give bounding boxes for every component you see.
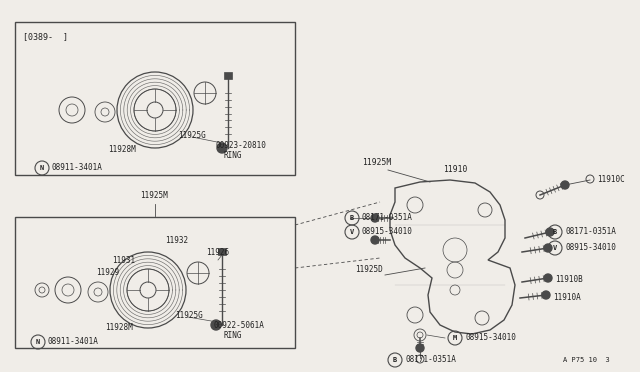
Polygon shape: [218, 248, 226, 255]
Circle shape: [211, 320, 221, 330]
Text: 11910C: 11910C: [597, 174, 625, 183]
Text: 11925G: 11925G: [175, 311, 203, 320]
Text: 11932: 11932: [165, 236, 188, 245]
Text: 00922-5061A: 00922-5061A: [213, 321, 264, 330]
Circle shape: [416, 344, 424, 352]
Text: A P75 10  3: A P75 10 3: [563, 357, 610, 363]
Text: 08171-0351A: 08171-0351A: [565, 228, 616, 237]
Text: 11928M: 11928M: [108, 145, 136, 154]
Text: 11925D: 11925D: [355, 265, 383, 274]
Bar: [15, 22, 295, 175]
Text: 11928M: 11928M: [105, 323, 132, 332]
Text: 11910B: 11910B: [555, 276, 583, 285]
Circle shape: [542, 291, 550, 299]
Text: 11910: 11910: [443, 165, 467, 174]
Text: V: V: [553, 245, 557, 251]
Text: 11925G: 11925G: [178, 131, 205, 140]
Text: B: B: [350, 215, 354, 221]
Text: 00923-20810: 00923-20810: [215, 141, 266, 150]
Text: 11931: 11931: [112, 256, 135, 265]
Circle shape: [371, 214, 379, 222]
Text: M: M: [453, 335, 457, 341]
Bar: [15, 217, 295, 348]
Text: 11929: 11929: [96, 268, 119, 277]
Text: 11926: 11926: [206, 248, 229, 257]
Text: 08171-0351A: 08171-0351A: [362, 214, 413, 222]
Text: 08171-0351A: 08171-0351A: [405, 356, 456, 365]
Circle shape: [371, 236, 379, 244]
Text: RING: RING: [224, 331, 243, 340]
Polygon shape: [224, 72, 232, 79]
Circle shape: [546, 228, 554, 236]
Text: N: N: [36, 339, 40, 345]
Circle shape: [561, 181, 569, 189]
Text: 08911-3401A: 08911-3401A: [52, 164, 103, 173]
Text: 08915-34010: 08915-34010: [565, 244, 616, 253]
Circle shape: [217, 143, 227, 153]
Text: 11925M: 11925M: [140, 191, 168, 200]
Text: 08911-3401A: 08911-3401A: [48, 337, 99, 346]
Text: 11925M: 11925M: [362, 158, 391, 167]
Circle shape: [544, 244, 552, 252]
Text: N: N: [40, 165, 44, 171]
Circle shape: [544, 274, 552, 282]
Text: 08915-34010: 08915-34010: [465, 334, 516, 343]
Text: 11910A: 11910A: [553, 292, 580, 301]
Text: B: B: [393, 357, 397, 363]
Text: V: V: [350, 229, 354, 235]
Text: B: B: [553, 229, 557, 235]
Text: [0389-  ]: [0389- ]: [23, 32, 68, 41]
Text: RING: RING: [224, 151, 243, 160]
Text: 08915-34010: 08915-34010: [362, 228, 413, 237]
